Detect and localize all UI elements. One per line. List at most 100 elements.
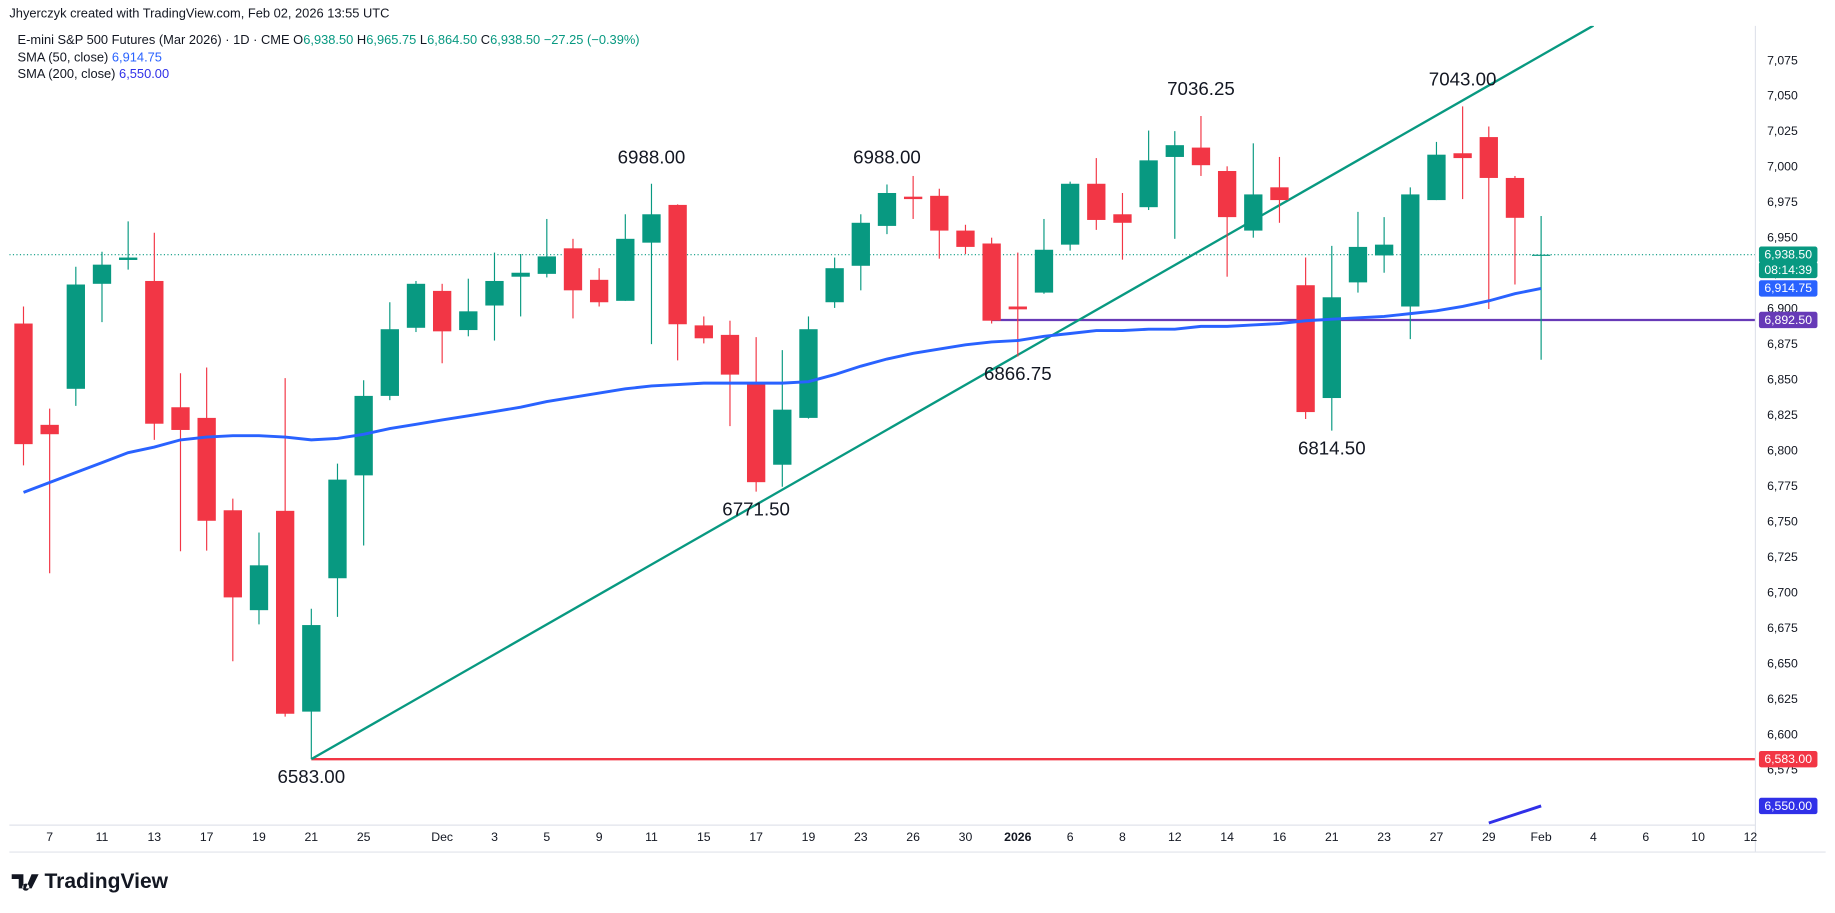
trend-line bbox=[310, 25, 1595, 761]
countdown-tag-box bbox=[1758, 261, 1818, 279]
candle-body bbox=[851, 222, 870, 266]
candle-body bbox=[930, 195, 949, 231]
candle-body bbox=[171, 407, 190, 430]
x-tick-label: 15 bbox=[697, 830, 711, 844]
candle-body bbox=[956, 230, 975, 247]
x-tick-label: 2026 bbox=[1004, 830, 1031, 844]
legend-ohlc-key: O bbox=[293, 32, 303, 47]
y-tick-label: 6,875 bbox=[1767, 337, 1798, 351]
annotation: 6866.75 bbox=[984, 363, 1052, 384]
candle-body bbox=[1113, 214, 1132, 223]
candle-body bbox=[1270, 187, 1289, 201]
annotation: 7036.25 bbox=[1167, 78, 1235, 99]
x-tick-label: 21 bbox=[304, 830, 318, 844]
y-tick-label: 7,075 bbox=[1767, 53, 1798, 67]
y-tick-label: 6,975 bbox=[1767, 195, 1798, 209]
candle-body bbox=[773, 409, 792, 465]
y-tick-label: 6,850 bbox=[1767, 373, 1798, 387]
candle-body bbox=[1374, 244, 1394, 256]
candle-body bbox=[1427, 154, 1446, 201]
candle-body bbox=[1401, 194, 1420, 307]
candle-body bbox=[694, 325, 713, 339]
x-tick-label: 11 bbox=[96, 830, 109, 844]
brand-icon bbox=[11, 874, 39, 891]
candle-body bbox=[903, 196, 923, 200]
legend-change: −27.25 (−0.39%) bbox=[544, 32, 640, 47]
candle-body bbox=[668, 204, 687, 325]
hline-tag: 6,892.50 bbox=[1764, 313, 1812, 327]
x-tick-label: 26 bbox=[906, 830, 920, 844]
x-tick-label: 3 bbox=[491, 830, 498, 844]
y-tick-label: 7,050 bbox=[1767, 89, 1798, 103]
x-tick-label: Dec bbox=[431, 830, 453, 844]
annotation: 6814.50 bbox=[1298, 437, 1366, 458]
candle-body bbox=[485, 280, 504, 306]
y-tick-label: 6,700 bbox=[1767, 585, 1798, 599]
candle-body bbox=[1348, 246, 1368, 283]
indicator-tag: 6,550.00 bbox=[1764, 799, 1812, 813]
candle-body bbox=[1531, 254, 1551, 256]
candle-body bbox=[380, 329, 399, 396]
annotation: 6583.00 bbox=[277, 766, 345, 787]
y-tick-label: 7,000 bbox=[1767, 160, 1798, 174]
candle-body bbox=[328, 479, 347, 579]
x-tick-label: 19 bbox=[802, 830, 816, 844]
indicator-value: 6,914.75 bbox=[112, 50, 162, 65]
x-tick-label: 23 bbox=[1377, 830, 1391, 844]
attribution: Jhyerczyk created with TradingView.com, … bbox=[9, 6, 389, 21]
candle-body bbox=[799, 329, 818, 418]
candle-body bbox=[1322, 297, 1341, 399]
y-tick-label: 6,950 bbox=[1767, 231, 1798, 245]
candle-body bbox=[746, 382, 766, 483]
x-tick-label: 27 bbox=[1430, 830, 1444, 844]
x-tick-label: 17 bbox=[200, 830, 214, 844]
candle-body bbox=[1296, 285, 1315, 413]
candle-body bbox=[1505, 177, 1525, 218]
candle-body bbox=[511, 272, 530, 277]
indicator-tag-box bbox=[1758, 797, 1818, 815]
candle-body bbox=[249, 565, 269, 611]
candle-body bbox=[40, 424, 59, 435]
candle-body bbox=[982, 243, 1001, 321]
candle-body bbox=[1060, 183, 1080, 245]
indicator-tag-box bbox=[1758, 280, 1818, 297]
indicator-value: 6,550.00 bbox=[119, 66, 169, 81]
last-price-tag: 6,938.50 bbox=[1764, 248, 1812, 262]
brand-name: TradingView bbox=[44, 870, 168, 893]
sma-line bbox=[23, 287, 1542, 494]
sma-line bbox=[1488, 804, 1542, 825]
candle-body bbox=[66, 284, 85, 389]
candle-body bbox=[1034, 249, 1054, 293]
x-tick-label: 5 bbox=[543, 830, 550, 844]
hline-tag: 6,583.00 bbox=[1764, 752, 1812, 766]
candle-body bbox=[459, 311, 478, 331]
x-tick-label: 10 bbox=[1691, 830, 1705, 844]
y-tick-label: 6,750 bbox=[1767, 514, 1798, 528]
candle-body bbox=[642, 214, 661, 243]
candle-body bbox=[145, 280, 164, 424]
y-tick-label: 6,800 bbox=[1767, 443, 1798, 457]
candle-body bbox=[302, 625, 321, 712]
candle-body bbox=[877, 192, 897, 226]
candle-body bbox=[1008, 306, 1027, 310]
x-tick-label: 16 bbox=[1273, 830, 1287, 844]
annotation: 6988.00 bbox=[618, 147, 686, 168]
legend-ohlc-value: 6,864.50 bbox=[427, 32, 477, 47]
candle-body bbox=[432, 290, 452, 332]
y-tick-label: 6,650 bbox=[1767, 656, 1798, 670]
x-tick-label: 6 bbox=[1067, 830, 1074, 844]
indicator-tag: 6,914.75 bbox=[1764, 281, 1812, 295]
y-tick-label: 6,625 bbox=[1767, 692, 1798, 706]
last-price-tag-box bbox=[1758, 246, 1818, 263]
candle-body bbox=[616, 238, 635, 301]
candle-body bbox=[118, 257, 138, 260]
legend-ohlc-key: H bbox=[357, 32, 366, 47]
legend-indicator: SMA (200, close) 6,550.00 bbox=[18, 66, 170, 81]
x-tick-label: 12 bbox=[1168, 830, 1182, 844]
legend-title: E-mini S&P 500 Futures (Mar 2026) · 1D ·… bbox=[18, 32, 290, 47]
annotation: 6771.50 bbox=[722, 498, 790, 519]
candle-body bbox=[1087, 183, 1106, 220]
candle-body bbox=[1217, 170, 1237, 218]
